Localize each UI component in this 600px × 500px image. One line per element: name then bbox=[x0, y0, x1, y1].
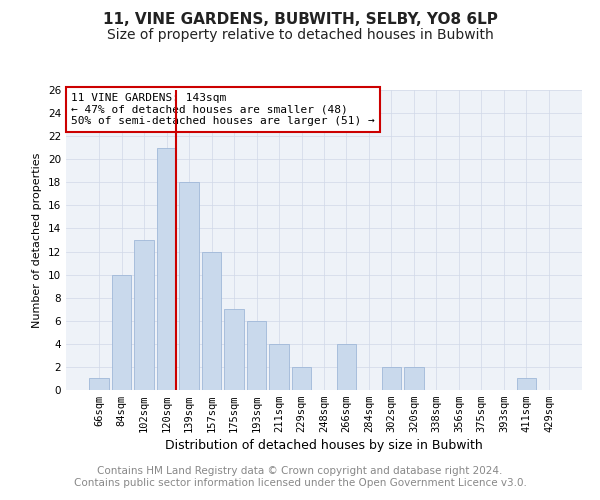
Text: 11, VINE GARDENS, BUBWITH, SELBY, YO8 6LP: 11, VINE GARDENS, BUBWITH, SELBY, YO8 6L… bbox=[103, 12, 497, 28]
Text: Size of property relative to detached houses in Bubwith: Size of property relative to detached ho… bbox=[107, 28, 493, 42]
Text: Contains HM Land Registry data © Crown copyright and database right 2024.
Contai: Contains HM Land Registry data © Crown c… bbox=[74, 466, 526, 487]
Y-axis label: Number of detached properties: Number of detached properties bbox=[32, 152, 43, 328]
Text: 11 VINE GARDENS: 143sqm
← 47% of detached houses are smaller (48)
50% of semi-de: 11 VINE GARDENS: 143sqm ← 47% of detache… bbox=[71, 93, 375, 126]
Bar bbox=[224, 309, 244, 390]
Bar bbox=[269, 344, 289, 390]
X-axis label: Distribution of detached houses by size in Bubwith: Distribution of detached houses by size … bbox=[165, 440, 483, 452]
Bar bbox=[134, 240, 154, 390]
Bar bbox=[89, 378, 109, 390]
Bar bbox=[517, 378, 536, 390]
Bar bbox=[112, 274, 131, 390]
Bar bbox=[179, 182, 199, 390]
Bar bbox=[292, 367, 311, 390]
Bar bbox=[337, 344, 356, 390]
Bar bbox=[202, 252, 221, 390]
Bar bbox=[382, 367, 401, 390]
Bar bbox=[404, 367, 424, 390]
Bar bbox=[157, 148, 176, 390]
Bar bbox=[247, 321, 266, 390]
